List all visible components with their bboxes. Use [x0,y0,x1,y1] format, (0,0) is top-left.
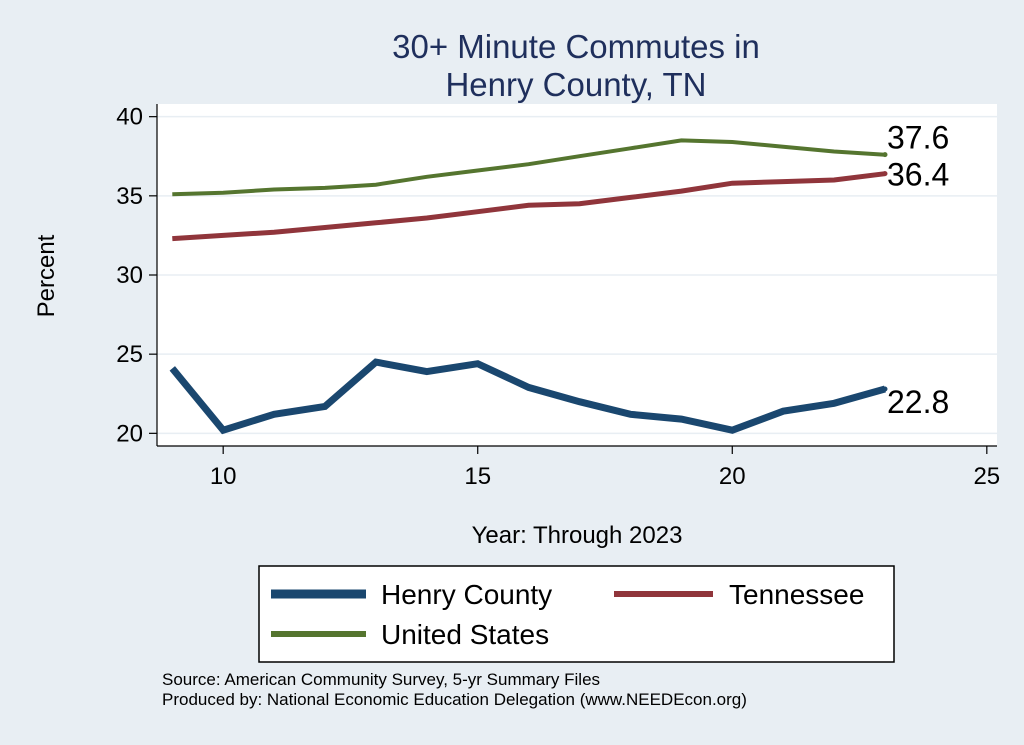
end-label-united-states: 37.6 [887,120,949,156]
end-labels: 22.8 36.437.6 [887,120,949,420]
y-tick-label-25: 25 [116,341,143,368]
source-note: Source: American Community Survey, 5-yr … [162,670,601,689]
y-axis-label: Percent [33,234,60,317]
legend-label-henry-county: Henry County [381,579,552,610]
x-tick-label-15: 15 [464,463,491,490]
produced-by-note: Produced by: National Economic Education… [162,690,747,709]
x-tick-label-10: 10 [210,463,237,490]
series-line-henry-county [169,358,886,435]
end-point-tennessee [882,171,888,177]
gridlines [157,115,997,435]
legend-label-united-states: United States [381,619,549,650]
x-tick-label-25: 25 [973,463,1000,490]
chart-title-line-1: 30+ Minute Commutes in [392,28,760,65]
end-label-tennessee: 36.4 [887,157,949,193]
axes: 20 25 30 35 40 10 15 20 25 [116,104,1000,490]
chart-title-line-2: Henry County, TN [445,66,706,103]
end-label-henry-county: 22.8 [887,384,949,420]
y-tick-label-40: 40 [116,104,143,131]
y-tick-label-30: 30 [116,262,143,289]
legend-label-tennessee: Tennessee [729,579,864,610]
y-tick-label-35: 35 [116,183,143,210]
series-line-tennessee [172,171,886,242]
x-tick-label-20: 20 [719,463,746,490]
y-tick-label-20: 20 [116,420,143,447]
end-point-united-states [882,152,888,158]
legend-box [258,565,895,663]
series-line-united-states [172,138,886,197]
series-lines [169,138,888,435]
end-point-henry-county [882,386,888,392]
legend: Henry County Tennessee United States [258,565,895,663]
x-axis-label: Year: Through 2023 [472,522,683,549]
